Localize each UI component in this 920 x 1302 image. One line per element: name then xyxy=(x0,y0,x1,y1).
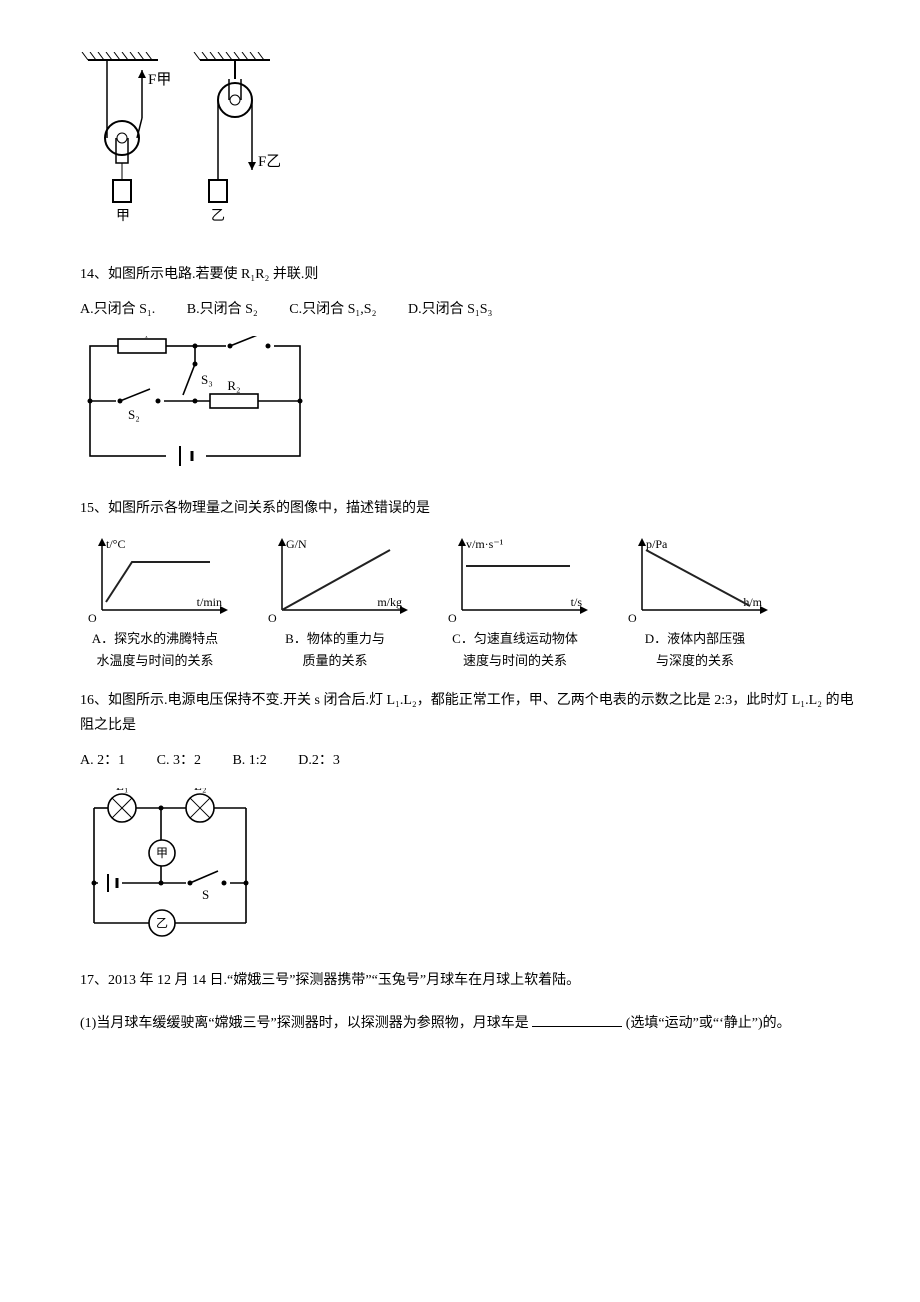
svg-text:S₃: S₃ xyxy=(201,372,213,387)
svg-text:t/s: t/s xyxy=(571,595,583,609)
q15-text: 15、如图所示各物理量之间关系的图像中，描述错误的是 xyxy=(80,496,860,521)
q15-chart-a: Ot/°C t/min A．探究水的沸腾特点 水温度与时间的关系 xyxy=(80,536,230,670)
q16-text: 16、如图所示.电源电压保持不变.开关 s 闭合后.灯 L₁.L₂，都能正常工作… xyxy=(80,688,860,738)
svg-text:F乙: F乙 xyxy=(258,154,280,170)
q15-chart-b: O G/N m/kg B．物体的重力与 质量的关系 xyxy=(260,536,410,670)
svg-text:L₁: L₁ xyxy=(116,788,128,793)
q15-caption-c1: C．匀速直线运动物体 xyxy=(440,630,590,648)
q13-pulley-figure: F甲甲 F乙乙 xyxy=(80,52,860,242)
q16-option-b: B. 1:2 xyxy=(232,748,266,773)
svg-text:v/m·s⁻¹: v/m·s⁻¹ xyxy=(466,537,504,551)
q14-option-a: A.只闭合 S₁. xyxy=(80,297,155,322)
svg-text:t/min: t/min xyxy=(197,595,222,609)
svg-text:h/m: h/m xyxy=(743,595,762,609)
q15-caption-a2: 水温度与时间的关系 xyxy=(80,652,230,670)
svg-text:O: O xyxy=(448,611,457,625)
svg-text:O: O xyxy=(88,611,97,625)
svg-text:m/kg: m/kg xyxy=(377,595,402,609)
svg-text:R₁: R₁ xyxy=(135,336,148,338)
svg-text:乙: 乙 xyxy=(211,208,225,224)
svg-text:S₂: S₂ xyxy=(128,407,140,422)
svg-text:乙: 乙 xyxy=(156,916,168,930)
svg-text:F甲: F甲 xyxy=(148,72,171,88)
q14-options: A.只闭合 S₁. B.只闭合 S₂ C.只闭合 S₁,S₂ D.只闭合 S₁S… xyxy=(80,297,860,322)
q17-blank[interactable] xyxy=(532,1012,622,1027)
q15-caption-d1: D．液体内部压强 xyxy=(620,630,770,648)
svg-text:L₂: L₂ xyxy=(194,788,206,793)
q15-caption-b2: 质量的关系 xyxy=(260,652,410,670)
q17-sub1-pre: (1)当月球车缓缓驶离“嫦娥三号”探测器时，以探测器为参照物，月球车是 xyxy=(80,1016,529,1031)
q14-circuit-figure: R₁S₁S₂R₂S₃ xyxy=(80,336,860,476)
q17-sub1-post: (选填“运动”或“‘静止”)的。 xyxy=(626,1016,791,1031)
q14-text: 14、如图所示电路.若要使 R₁R₂ 并联.则 xyxy=(80,262,860,287)
svg-text:R₂: R₂ xyxy=(227,378,240,393)
svg-text:t/°C: t/°C xyxy=(106,537,125,551)
svg-text:S: S xyxy=(202,887,209,902)
q15-charts-row: Ot/°C t/min A．探究水的沸腾特点 水温度与时间的关系 O G/N m/kg… xyxy=(80,536,860,670)
q14-option-d: D.只闭合 S₁S₃ xyxy=(408,297,492,322)
q16-option-d: D.2：3 xyxy=(298,748,340,773)
q16-options: A. 2：1 C. 3：2 B. 1:2 D.2：3 xyxy=(80,748,860,773)
q17-text: 17、2013 年 12 月 14 日.“嫦娥三号”探测器携带”“玉兔号”月球车… xyxy=(80,968,860,993)
q15-caption-d2: 与深度的关系 xyxy=(620,652,770,670)
q16-circuit-figure: L₁ L₂ 甲 S 乙 xyxy=(80,788,860,948)
q15-chart-d: Op/Pa h/m D．液体内部压强 与深度的关系 xyxy=(620,536,770,670)
svg-text:O: O xyxy=(628,611,637,625)
q15-caption-a1: A．探究水的沸腾特点 xyxy=(80,630,230,648)
q14-option-b: B.只闭合 S₂ xyxy=(187,297,258,322)
q16-option-a: A. 2：1 xyxy=(80,748,125,773)
q15-chart-c: Ov/m·s⁻¹ t/s C．匀速直线运动物体 速度与时间的关系 xyxy=(440,536,590,670)
q16-option-c: C. 3：2 xyxy=(157,748,201,773)
q17-sub1: (1)当月球车缓缓驶离“嫦娥三号”探测器时，以探测器为参照物，月球车是 (选填“… xyxy=(80,1011,860,1036)
q15-caption-c2: 速度与时间的关系 xyxy=(440,652,590,670)
q14-option-c: C.只闭合 S₁,S₂ xyxy=(289,297,376,322)
svg-text:O: O xyxy=(268,611,277,625)
svg-text:p/Pa: p/Pa xyxy=(646,537,668,551)
svg-text:G/N: G/N xyxy=(286,537,307,551)
svg-text:甲: 甲 xyxy=(156,846,168,860)
q15-caption-b1: B．物体的重力与 xyxy=(260,630,410,648)
svg-text:甲: 甲 xyxy=(116,209,130,224)
